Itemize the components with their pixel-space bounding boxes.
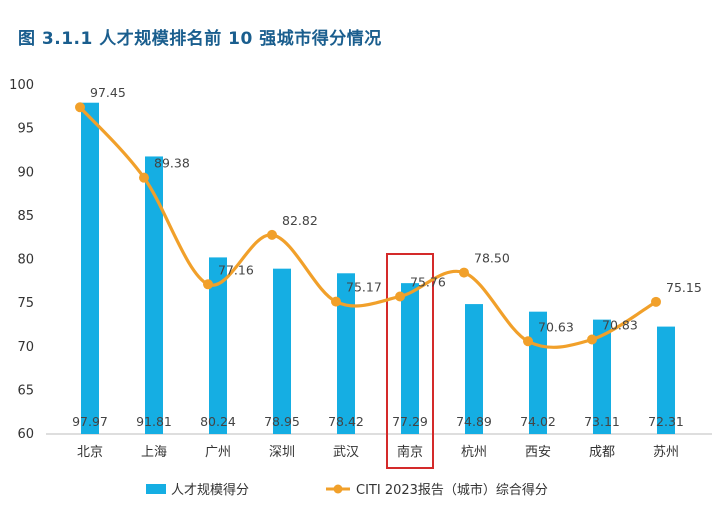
- y-tick-label: 75: [17, 296, 34, 311]
- line-value-label: 78.50: [474, 251, 510, 266]
- line-point: [75, 102, 85, 113]
- chart-title: 图 3.1.1 人才规模排名前 10 强城市得分情况: [18, 29, 382, 49]
- bar-value-label: 72.31: [648, 414, 684, 429]
- bar-value-label: 91.81: [136, 414, 172, 429]
- x-tick-label: 成都: [589, 445, 615, 460]
- line-value-label: 70.83: [602, 318, 638, 333]
- line-point: [587, 334, 597, 345]
- bar: [81, 102, 99, 435]
- legend-bar-label: 人才规模得分: [171, 482, 249, 498]
- line-point: [651, 296, 661, 307]
- y-tick-label: 100: [9, 78, 34, 93]
- bar-value-label: 74.02: [520, 414, 556, 429]
- series-line: [78, 106, 657, 349]
- line-point: [459, 267, 469, 278]
- line-value-label: 82.82: [282, 213, 318, 228]
- bar-value-label: 80.24: [200, 414, 236, 429]
- x-tick-label: 北京: [77, 445, 103, 460]
- bar: [465, 304, 483, 434]
- bar-value-label: 73.11: [584, 414, 620, 429]
- legend-bar-swatch: [146, 484, 166, 494]
- x-tick-label: 广州: [205, 445, 231, 460]
- y-tick-label: 90: [17, 165, 34, 180]
- line-value-label: 75.17: [346, 280, 382, 295]
- line-point: [331, 296, 341, 307]
- x-tick-label: 南京: [397, 444, 423, 460]
- bar-value-label: 74.89: [456, 414, 492, 429]
- x-tick-label: 杭州: [461, 445, 487, 460]
- line-value-label: 75.76: [410, 274, 446, 289]
- bar-value-label: 78.42: [328, 414, 364, 429]
- line-point: [203, 279, 213, 290]
- bar: [273, 268, 291, 434]
- line-value-label: 97.45: [90, 85, 126, 100]
- line-point: [267, 229, 277, 240]
- x-tick-label: 上海: [141, 445, 167, 460]
- bar: [209, 257, 227, 434]
- bar: [145, 156, 163, 434]
- y-tick-label: 95: [17, 122, 34, 137]
- y-tick-label: 80: [17, 253, 34, 268]
- highlight-box: [386, 253, 434, 469]
- line-value-label: 70.63: [538, 319, 574, 334]
- bar: [337, 273, 355, 434]
- x-tick-label: 西安: [525, 445, 551, 460]
- legend-line-label: CITI 2023报告（城市）综合得分: [356, 482, 548, 498]
- x-tick-label: 武汉: [333, 445, 359, 460]
- x-tick-label: 深圳: [269, 445, 295, 460]
- bar-value-label: 97.97: [72, 414, 108, 429]
- y-tick-label: 65: [17, 383, 34, 398]
- line-value-label: 77.16: [218, 262, 254, 277]
- bar-value-label: 78.95: [264, 414, 300, 429]
- line-point: [523, 336, 533, 347]
- y-tick-label: 70: [17, 340, 34, 355]
- bar: [657, 326, 675, 434]
- line-value-label: 89.38: [154, 156, 190, 171]
- line-value-label: 75.15: [666, 280, 702, 295]
- x-tick-label: 苏州: [653, 444, 679, 460]
- bar: [401, 283, 419, 434]
- bar-value-label: 77.29: [392, 414, 428, 429]
- bar: [593, 319, 611, 434]
- legend-line-marker: [333, 484, 343, 494]
- y-tick-label: 60: [17, 427, 34, 442]
- y-tick-label: 85: [17, 209, 34, 224]
- line-point: [139, 172, 149, 183]
- line-point: [395, 291, 405, 302]
